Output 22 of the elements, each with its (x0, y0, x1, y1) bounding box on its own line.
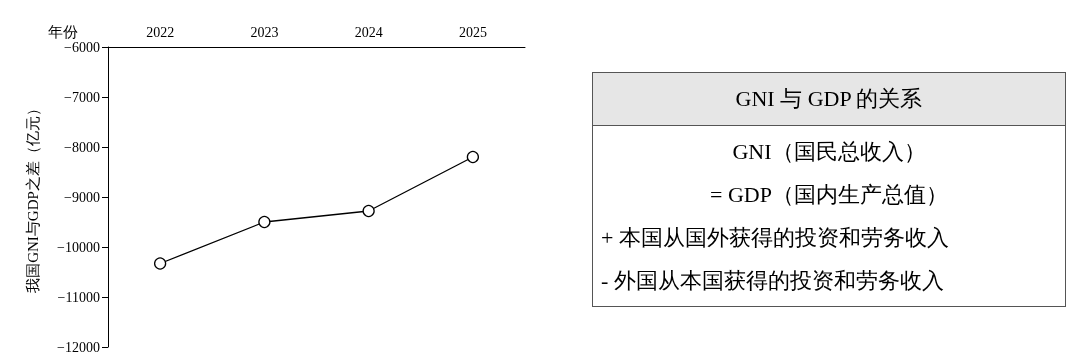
y-axis-title: 我国GNI与GDP之差（亿元） (24, 101, 41, 293)
x-tick-label: 2023 (250, 24, 279, 40)
y-tick-label: −12000 (57, 339, 100, 355)
y-tick-label: −11000 (57, 289, 100, 305)
text: - 外国从本国获得的投资和劳务收入 (601, 267, 945, 295)
y-tick-label: −8000 (64, 139, 100, 155)
text: + 本国从国外获得的投资和劳务收入 (601, 224, 950, 252)
x-tick-label: 2022 (146, 24, 175, 40)
x-tick-label: 2024 (354, 24, 383, 40)
y-tick-label: −6000 (64, 39, 100, 55)
x-tick-label: 2025 (458, 24, 487, 40)
point (362, 204, 375, 218)
point (258, 215, 271, 229)
y-tick-label: −7000 (64, 89, 100, 105)
y-tick-label: −9000 (64, 189, 100, 205)
text: GNI 与 GDP 的关系 (593, 73, 1065, 126)
point (153, 257, 167, 270)
text: = GDP（国内生产总值） (709, 181, 949, 209)
point (466, 150, 480, 164)
y-tick-label: −10000 (57, 239, 100, 255)
text: GNI（国民总收入） (731, 138, 927, 166)
x-axis-title: 年份 (48, 23, 78, 40)
